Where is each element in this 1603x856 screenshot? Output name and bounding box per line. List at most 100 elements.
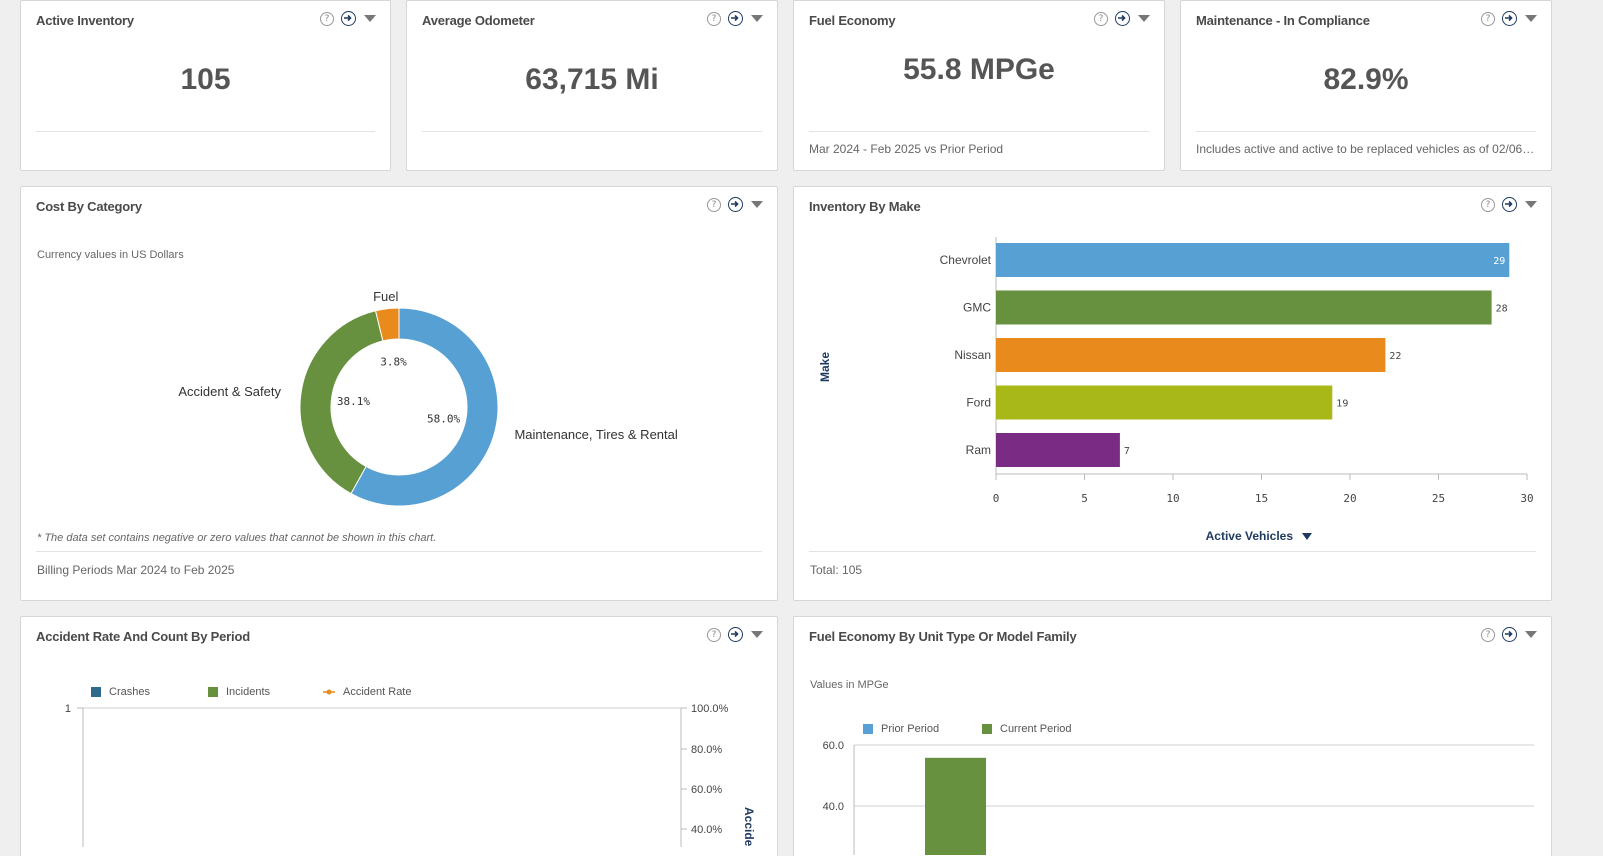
bar-value-label: 29 [1493, 256, 1505, 267]
card-tools: ? [1481, 197, 1537, 212]
legend-label: Incidents [226, 686, 271, 698]
x-tick-label: 0 [993, 492, 1000, 505]
caret-down-icon[interactable] [1138, 15, 1150, 22]
caret-down-icon[interactable] [751, 15, 763, 22]
donut-slice[interactable] [350, 307, 499, 507]
legend-item-prior-period[interactable]: Prior Period [863, 723, 939, 735]
caret-down-icon[interactable] [1302, 533, 1313, 541]
help-icon[interactable]: ? [1481, 627, 1495, 642]
cost-by-category-card: Cost By Category ? Currency values in US… [20, 186, 778, 601]
help-icon[interactable]: ? [320, 11, 334, 26]
y-tick-label: 40.0 [823, 801, 844, 813]
kpi-value: 105 [180, 63, 231, 96]
navigate-arrow-icon[interactable] [1502, 627, 1517, 642]
caret-down-icon[interactable] [1525, 631, 1537, 638]
card-tools: ? [320, 11, 376, 26]
card-title: Inventory By Make [809, 199, 921, 214]
bar-value-label: 7 [1124, 446, 1130, 457]
card-title: Cost By Category [36, 199, 142, 214]
navigate-arrow-icon[interactable] [341, 11, 356, 26]
card-tools: ? [707, 627, 763, 642]
caret-down-icon[interactable] [1525, 15, 1537, 22]
slice-category-label: Maintenance, Tires & Rental [514, 427, 677, 442]
card-title: Fuel Economy [809, 13, 896, 28]
navigate-arrow-icon[interactable] [728, 627, 743, 642]
card-title: Maintenance - In Compliance [1196, 13, 1370, 28]
y-right-tick-label: 60.0% [691, 784, 722, 796]
caret-down-icon[interactable] [1525, 201, 1537, 208]
donut-slice[interactable] [374, 307, 400, 342]
x-tick-label: 25 [1432, 492, 1445, 505]
navigate-arrow-icon[interactable] [1502, 197, 1517, 212]
legend-item-current-period[interactable]: Current Period [982, 723, 1072, 735]
legend-item-incidents[interactable]: Incidents [208, 686, 270, 698]
card-tools: ? [1481, 11, 1537, 26]
fuel-by-unit-card: Fuel Economy By Unit Type Or Model Famil… [793, 616, 1552, 856]
help-icon[interactable]: ? [1481, 11, 1495, 26]
chart-note: * The data set contains negative or zero… [37, 532, 437, 544]
navigate-arrow-icon[interactable] [728, 197, 743, 212]
legend-swatch [208, 687, 218, 697]
x-tick-label: 15 [1255, 492, 1268, 505]
bar[interactable] [996, 338, 1386, 372]
y-right-tick-label: 40.0% [691, 824, 722, 836]
help-icon[interactable]: ? [707, 197, 721, 212]
slice-value-label: 38.1% [337, 395, 370, 408]
bar-current-period[interactable] [925, 757, 986, 855]
navigate-arrow-icon[interactable] [1115, 11, 1130, 26]
card-title: Accident Rate And Count By Period [36, 629, 250, 644]
kpi-footer: Includes active and active to be replace… [1196, 142, 1536, 156]
divider [36, 131, 375, 132]
bar-value-label: 22 [1389, 351, 1401, 362]
legend-label: Prior Period [881, 723, 940, 735]
kpi-card-fuel-economy: Fuel Economy ? 55.8 MPGe Mar 2024 - Feb … [793, 0, 1165, 171]
y-right-tick-label: 80.0% [691, 744, 722, 756]
kpi-value: 55.8 MPGe [903, 53, 1055, 86]
divider [36, 551, 762, 552]
kpi-card-active-inventory: Active Inventory ? 105 [20, 0, 391, 171]
inventory-by-make-card: Inventory By Make ? Make 0 5 10 15 20 25 30 Ch… [793, 186, 1552, 601]
bar[interactable] [996, 385, 1333, 420]
help-icon[interactable]: ? [707, 11, 721, 26]
legend-swatch [982, 724, 992, 734]
bar-value-label: 28 [1496, 304, 1508, 315]
bar[interactable] [996, 243, 1510, 277]
card-title: Average Odometer [422, 13, 535, 28]
kpi-footer: Mar 2024 - Feb 2025 vs Prior Period [809, 142, 1004, 156]
card-tools: ? [707, 11, 763, 26]
card-footer: Total: 105 [810, 563, 863, 577]
caret-down-icon[interactable] [364, 15, 376, 22]
slice-category-label: Accident & Safety [178, 384, 281, 399]
y-right-axis-label: Accident Rate [742, 807, 756, 847]
card-tools: ? [707, 197, 763, 212]
x-tick-label: 10 [1166, 492, 1179, 505]
help-icon[interactable]: ? [1481, 197, 1495, 212]
x-axis-label[interactable]: Active Vehicles [794, 529, 1551, 543]
bar[interactable] [996, 290, 1492, 325]
caret-down-icon[interactable] [751, 201, 763, 208]
chart-subtitle: Currency values in US Dollars [37, 249, 184, 261]
divider [422, 131, 762, 132]
divider [809, 551, 1536, 552]
help-icon[interactable]: ? [1094, 11, 1108, 26]
x-tick-label: 30 [1520, 492, 1533, 505]
combo-chart: 1 100.0% 80.0% 60.0% 40.0% Accident Rate [65, 703, 756, 847]
card-tools: ? [1094, 11, 1150, 26]
help-icon[interactable]: ? [707, 627, 721, 642]
legend-item-accident-rate[interactable]: Accident Rate [323, 686, 411, 698]
slice-category-label: Fuel [373, 289, 398, 304]
slice-value-label: 58.0% [427, 413, 460, 426]
bar[interactable] [996, 433, 1120, 467]
navigate-arrow-icon[interactable] [1502, 11, 1517, 26]
category-label: GMC [963, 301, 991, 315]
x-axis-label-text: Active Vehicles [1205, 529, 1294, 543]
bar-chart: 60.0 40.0 [823, 740, 1534, 855]
bar-value-label: 19 [1336, 399, 1348, 410]
chart-subtitle: Values in MPGe [810, 679, 889, 691]
x-tick-label: 5 [1081, 492, 1088, 505]
navigate-arrow-icon[interactable] [728, 11, 743, 26]
caret-down-icon[interactable] [751, 631, 763, 638]
legend-item-crashes[interactable]: Crashes [91, 686, 150, 698]
donut-slice[interactable] [299, 310, 384, 495]
slice-value-label: 3.8% [380, 355, 407, 368]
